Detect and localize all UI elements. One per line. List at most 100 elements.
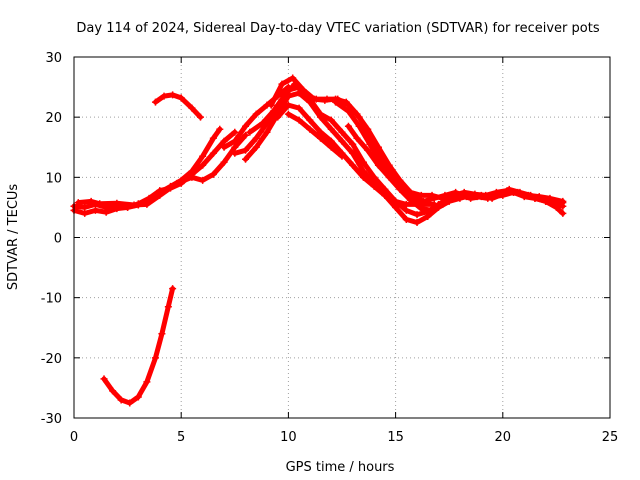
data-point-marker <box>396 176 404 184</box>
data-point-marker <box>199 152 207 160</box>
data-point-marker <box>310 95 318 103</box>
data-point-marker <box>349 140 357 148</box>
data-point-marker <box>100 375 108 383</box>
data-point-marker <box>220 137 228 145</box>
data-point-marker <box>317 113 325 121</box>
data-point-marker <box>535 193 543 201</box>
x-tick-label: 20 <box>495 430 512 445</box>
data-point-marker <box>559 209 567 217</box>
data-point-marker <box>327 125 335 133</box>
data-point-marker <box>359 158 367 166</box>
data-point-marker <box>428 206 436 214</box>
data-point-marker <box>349 161 357 169</box>
data-point-marker <box>102 208 110 216</box>
data-point-marker <box>231 137 239 145</box>
data-point-marker <box>220 143 228 151</box>
data-series <box>70 74 567 407</box>
data-point-marker <box>327 137 335 145</box>
data-point-marker <box>289 74 297 82</box>
data-point-marker <box>284 101 292 109</box>
data-point-marker <box>209 134 217 142</box>
data-point-marker <box>327 116 335 124</box>
data-point-marker <box>407 196 415 204</box>
data-point-marker <box>359 173 367 181</box>
data-point-marker <box>284 83 292 91</box>
y-axis-label: SDTVAR / TECUs <box>6 184 21 291</box>
data-point-marker <box>299 86 307 94</box>
data-point-marker <box>242 122 250 130</box>
data-point-marker <box>278 80 286 88</box>
series-line <box>333 99 437 207</box>
data-point-marker <box>439 194 447 202</box>
data-point-marker <box>252 143 260 151</box>
data-point-marker <box>173 179 181 187</box>
data-point-marker <box>471 190 479 198</box>
data-point-marker <box>295 116 303 124</box>
data-point-marker <box>81 203 89 211</box>
data-point-marker <box>374 161 382 169</box>
data-point-marker <box>188 173 196 181</box>
data-point-marker <box>396 185 404 193</box>
y-tick-label: -20 <box>41 352 62 367</box>
data-point-marker <box>169 91 177 99</box>
data-point-marker <box>284 110 292 118</box>
data-point-marker <box>364 125 372 133</box>
series-line <box>153 92 203 120</box>
data-point-marker <box>355 122 363 130</box>
x-tick-label: 25 <box>602 430 619 445</box>
y-tick-label: -10 <box>41 292 62 307</box>
series-line <box>268 75 566 204</box>
series-arc-12 <box>332 98 438 208</box>
data-point-marker <box>439 200 447 208</box>
series-arc-9 <box>267 74 567 205</box>
series-arc-3 <box>74 131 250 209</box>
x-tick-label: 10 <box>280 430 297 445</box>
data-point-marker <box>402 215 410 223</box>
data-point-marker <box>263 128 271 136</box>
data-point-marker <box>344 107 352 115</box>
series-arc-4 <box>151 91 204 121</box>
data-point-marker <box>552 203 560 211</box>
series-line <box>71 129 238 216</box>
data-point-marker <box>349 149 357 157</box>
data-point-marker <box>156 191 164 199</box>
data-point-marker <box>424 212 432 220</box>
data-point-marker <box>158 330 166 338</box>
data-point-marker <box>252 134 260 142</box>
y-tick-label: 0 <box>54 232 62 247</box>
data-point-marker <box>402 200 410 208</box>
data-point-marker <box>353 134 361 142</box>
data-point-marker <box>151 98 159 106</box>
data-point-marker <box>503 187 511 195</box>
y-tick-label: 20 <box>45 111 62 126</box>
data-point-marker <box>269 107 277 115</box>
series-line <box>285 111 345 159</box>
data-point-marker <box>87 197 95 205</box>
data-point-marker <box>332 98 340 106</box>
data-point-marker <box>402 206 410 214</box>
series-line <box>101 286 176 406</box>
data-point-marker <box>130 201 138 209</box>
data-point-marker <box>209 170 217 178</box>
data-point-marker <box>449 191 457 199</box>
data-point-marker <box>317 128 325 136</box>
data-point-marker <box>374 143 382 151</box>
data-point-marker <box>428 191 436 199</box>
data-point-marker <box>417 191 425 199</box>
data-point-marker <box>321 96 329 104</box>
data-point-marker <box>164 303 172 311</box>
data-point-marker <box>160 92 168 100</box>
data-point-marker <box>242 155 250 163</box>
data-point-marker <box>113 199 121 207</box>
axis-ticks: 0 5 10 15 20 25 -30 -20 -10 0 10 20 30 <box>41 51 619 445</box>
data-point-marker <box>216 125 224 133</box>
data-point-marker <box>96 200 104 208</box>
data-point-marker <box>338 137 346 145</box>
data-point-marker <box>392 197 400 205</box>
data-point-marker <box>151 354 159 362</box>
data-point-marker <box>482 191 490 199</box>
data-point-marker <box>91 206 99 214</box>
data-point-marker <box>117 396 125 404</box>
series-arc-11 <box>284 110 346 160</box>
